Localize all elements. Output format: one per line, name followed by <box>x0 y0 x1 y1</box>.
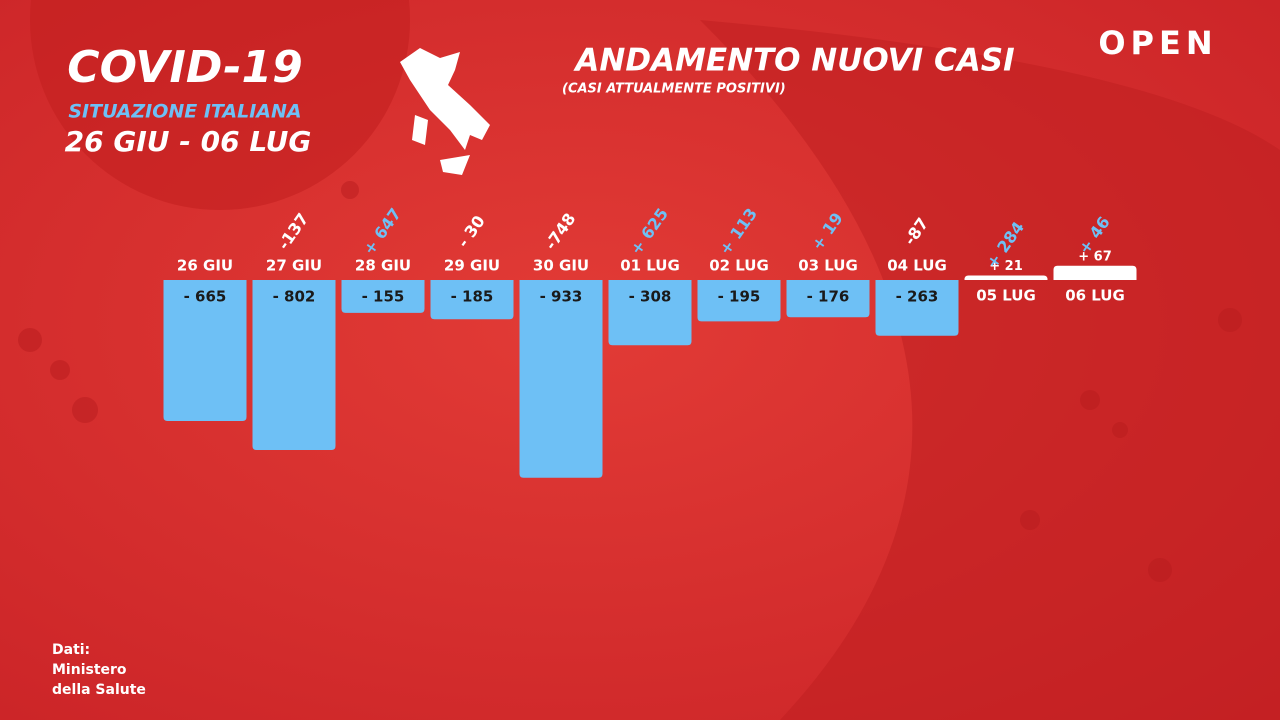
source-line: Ministero <box>52 662 127 678</box>
category-label: 02 LUG <box>709 257 769 275</box>
value-label: - 933 <box>540 288 583 306</box>
category-label: 26 GIU <box>177 257 233 275</box>
category-label: 30 GIU <box>533 257 589 275</box>
italy-map <box>400 48 490 175</box>
value-label: + 21 <box>989 259 1023 274</box>
value-label: - 185 <box>451 288 494 306</box>
header-main: COVID-19 <box>67 42 302 93</box>
value-label: - 195 <box>718 288 761 306</box>
category-label: 29 GIU <box>444 257 500 275</box>
value-label: - 155 <box>362 288 405 306</box>
bg-shape <box>30 0 410 210</box>
header-sub: SITUAZIONE ITALIANA <box>68 101 301 123</box>
value-label: - 665 <box>184 288 227 306</box>
source-line: Dati: <box>52 642 90 658</box>
bar <box>519 280 603 478</box>
category-label: 03 LUG <box>798 257 858 275</box>
bar <box>341 280 425 313</box>
value-label: - 802 <box>273 288 316 306</box>
bar <box>163 280 247 421</box>
category-label: 27 GIU <box>266 257 322 275</box>
chart-subtitle: (CASI ATTUALMENTE POSITIVI) <box>562 82 786 97</box>
bar <box>608 280 692 346</box>
source-line: della Salute <box>52 682 146 698</box>
value-label: + 67 <box>1078 249 1112 264</box>
bar <box>252 280 336 451</box>
header-period: 26 GIU - 06 LUG <box>65 125 312 158</box>
category-label: 04 LUG <box>887 257 947 275</box>
bar <box>786 280 870 318</box>
value-label: - 308 <box>629 288 672 306</box>
bar <box>430 280 514 320</box>
category-label: 05 LUG <box>976 287 1036 305</box>
category-label: 01 LUG <box>620 257 680 275</box>
bar <box>1053 265 1137 280</box>
bar <box>875 280 959 336</box>
bar <box>697 280 781 322</box>
chart-title: ANDAMENTO NUOVI CASI <box>572 43 1014 79</box>
category-label: 06 LUG <box>1065 287 1125 305</box>
bg-dots <box>18 181 1242 582</box>
category-label: 28 GIU <box>355 257 411 275</box>
value-label: - 263 <box>896 288 939 306</box>
brand: OPEN <box>1098 24 1217 62</box>
bar <box>964 275 1048 280</box>
bg-shape <box>700 20 1280 720</box>
value-label: - 176 <box>807 288 850 306</box>
